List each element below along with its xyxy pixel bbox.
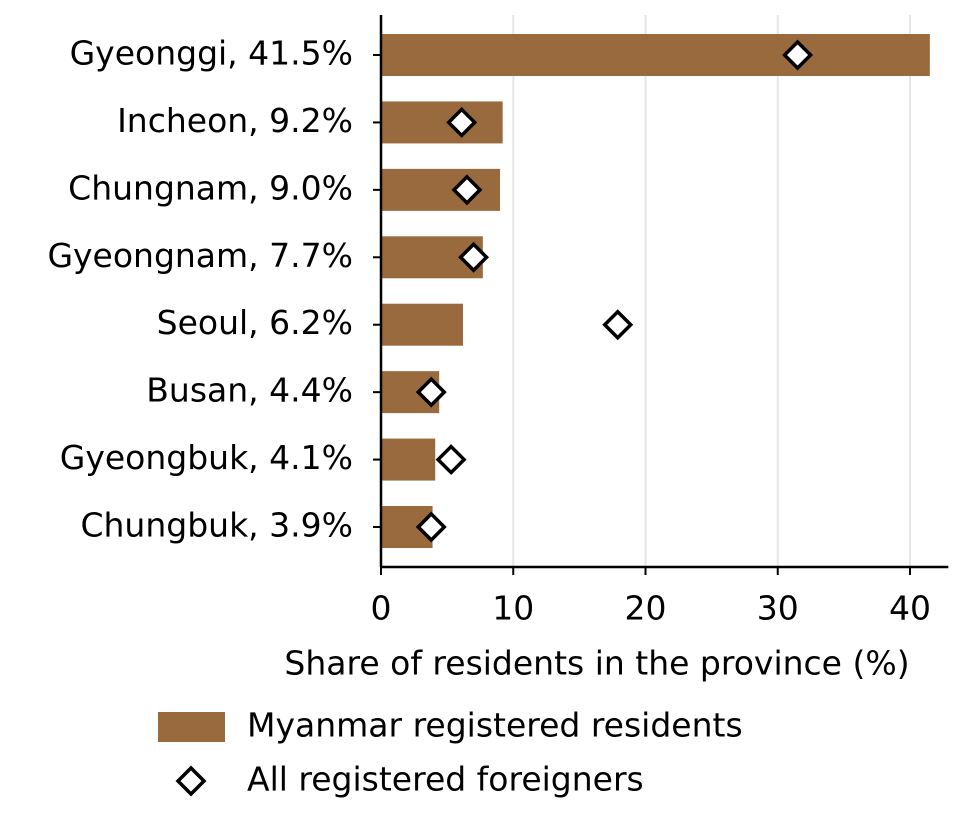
legend-swatch — [158, 712, 225, 742]
y-tick-label: Gyeongnam, 7.7% — [47, 236, 353, 275]
x-tick-label: 0 — [371, 589, 392, 628]
bar — [381, 34, 930, 76]
marker — [415, 376, 447, 408]
bar — [381, 303, 463, 346]
marker — [451, 174, 483, 206]
y-tick-label: Gyeongbuk, 4.1% — [60, 438, 353, 477]
marker — [446, 106, 478, 138]
y-tick-label: Seoul, 6.2% — [157, 303, 353, 342]
bar — [381, 101, 503, 144]
legend-label: Myanmar registered residents — [247, 706, 743, 745]
marker — [782, 39, 814, 71]
legend-label: All registered foreigners — [247, 760, 644, 799]
bar — [381, 438, 436, 481]
x-tick-label: 20 — [625, 589, 667, 628]
marker — [435, 444, 467, 476]
y-tick-label: Chungnam, 9.0% — [68, 168, 353, 207]
y-tick-label: Busan, 4.4% — [146, 371, 353, 410]
x-tick-label: 40 — [889, 589, 931, 628]
x-axis-label: Share of residents in the province (%) — [284, 644, 909, 683]
marker — [602, 309, 634, 341]
x-tick-label: 10 — [492, 589, 534, 628]
x-tick-label: 30 — [757, 589, 799, 628]
y-tick-label: Gyeonggi, 41.5% — [70, 34, 353, 73]
y-tick-label: Chungbuk, 3.9% — [80, 506, 353, 545]
y-tick-label: Incheon, 9.2% — [117, 101, 353, 140]
marker — [415, 511, 447, 543]
legend-swatch — [175, 765, 207, 797]
marker — [458, 241, 490, 273]
